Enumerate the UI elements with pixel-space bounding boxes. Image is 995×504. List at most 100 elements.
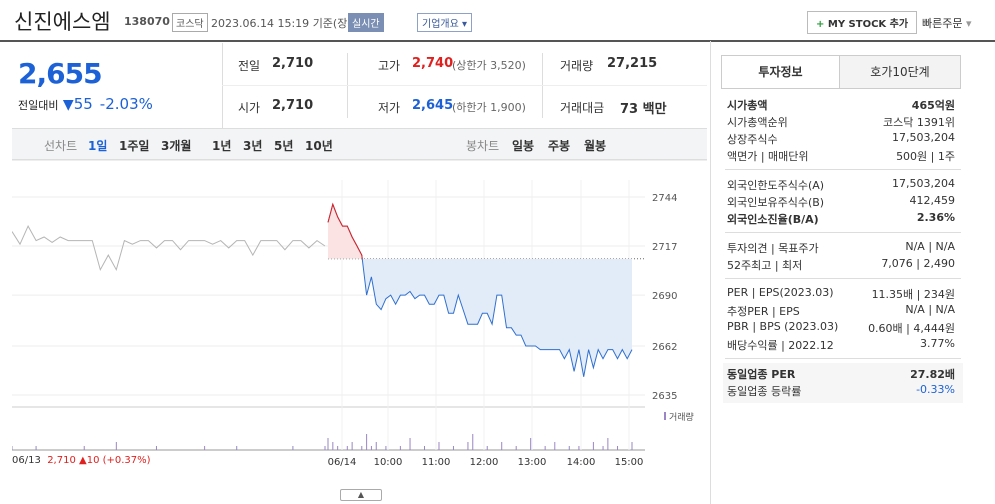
line-chart-label: 선차트: [44, 139, 78, 153]
change-pct: -2.03%: [99, 95, 153, 113]
chart: 06/14 10:00 11:00 12:00 13:00 14:00 15:00 2744 2…: [12, 160, 707, 468]
volume-bar: [370, 446, 372, 450]
volume-bar: [385, 446, 387, 450]
x-tick-label: 06/14: [328, 457, 357, 468]
datetime: 2023.06.14 15:19 기준(장중): [211, 15, 362, 31]
volume-bar: [351, 442, 353, 450]
period-tab[interactable]: 3개월: [161, 139, 192, 153]
overview-button[interactable]: 기업개요 ▾: [417, 13, 473, 32]
quick-label: 빠른주문: [922, 17, 963, 30]
info-row: PBR | BPS (2023.03) 0.60배 | 4,444원: [727, 320, 955, 337]
info-label: 외국인소진율(B/A): [727, 213, 819, 226]
info-row: 시가총액 465억원: [727, 97, 955, 114]
volume-bar: [236, 446, 238, 450]
volume-bar: [530, 438, 532, 450]
info-value: 0.60배 | 4,444원: [868, 322, 955, 335]
period-tab[interactable]: 1년: [212, 139, 232, 153]
stat-note: (상한가 3,520): [452, 59, 526, 72]
x-tick-label: 15:00: [615, 457, 644, 468]
stat-value: 2,710: [272, 98, 314, 113]
footer: 06/13 2,710 ▲10 (+0.37%): [12, 455, 151, 466]
info-label: 동일업종 PER: [727, 368, 796, 381]
info-value: 500원 | 1주: [896, 150, 955, 163]
volume-bar: [486, 446, 488, 450]
volume-bar: [83, 446, 85, 450]
stock-name: 신진에스엠: [14, 10, 111, 34]
line-group: [327, 202, 633, 377]
volume-bar: [467, 442, 469, 450]
info-value: 27.82배: [910, 368, 955, 381]
info-tab[interactable]: 호가10단계: [839, 55, 961, 89]
volume-bar: [337, 446, 339, 450]
change-value: 55: [73, 95, 93, 113]
info-label: 투자의견 | 목표주가: [727, 242, 819, 255]
section-divider: [725, 169, 961, 170]
stat-value: 2,740: [412, 56, 454, 71]
y-tick-label: 2635: [652, 391, 677, 402]
x-tick-label: 10:00: [374, 457, 403, 468]
stat-note: (하한가 1,900): [452, 101, 526, 114]
info-label: PER | EPS(2023.03): [727, 286, 834, 299]
volume-bar: [424, 446, 426, 450]
info-panel: 투자정보 호가10단계 시가총액 465억원 시가총액순위 코스닥 1391위 상장주식수 1…: [710, 41, 976, 504]
info-row: 추정PER | EPS N/A | N/A: [727, 303, 955, 320]
volume-bar: [472, 434, 474, 450]
volume-bar: [617, 446, 619, 450]
info-label: 52주최고 | 최저: [727, 259, 803, 272]
volume-bar: [361, 446, 363, 450]
volume-legend-swatch: [664, 412, 666, 420]
period-tab[interactable]: 10년: [305, 139, 333, 153]
x-tick-label: 14:00: [567, 457, 596, 468]
info-value: -0.33%: [916, 383, 955, 396]
change-label: 전일대비: [18, 99, 59, 112]
info-tab[interactable]: 투자정보: [721, 55, 840, 89]
mystock-button[interactable]: + MY STOCK 추가: [807, 11, 918, 34]
info-row: 상장주식수 17,503,204: [727, 131, 955, 148]
candle-chart-label: 봉차트: [466, 139, 500, 153]
volume-bar: [327, 438, 329, 450]
mystock-label: MY STOCK 추가: [827, 19, 909, 30]
info-label: 시가총액: [727, 99, 768, 112]
period-tab[interactable]: 1일: [88, 139, 108, 153]
volume-bar: [155, 446, 157, 450]
period-tab[interactable]: 1주일: [119, 139, 150, 153]
stat-label: 시가: [238, 101, 261, 115]
volume-bar: [515, 446, 517, 450]
info-value: 412,459: [909, 194, 956, 207]
volume-bar: [115, 442, 117, 450]
stats: 전일 2,710 고가 2,740 (상한가 3,520) 거래량 27,215 시가 2,71…: [222, 43, 707, 128]
price-box: 2,655 전일대비 ▼55 -2.03%: [12, 43, 223, 128]
info-row: 52주최고 | 최저 7,076 | 2,490: [727, 257, 955, 274]
info-row: 외국인보유주식수(B) 412,459: [727, 194, 955, 211]
scroll-button[interactable]: ▲: [340, 489, 382, 501]
period-tab[interactable]: 5년: [274, 139, 294, 153]
info-row: 배당수익률 | 2022.12 3.77%: [727, 337, 955, 354]
volume-bar: [12, 446, 13, 450]
header: 신진에스엠 138070 코스닥 2023.06.14 15:19 기준(장중)…: [0, 0, 995, 42]
info-label: 배당수익률 | 2022.12: [727, 339, 834, 352]
current-price: 2,655: [18, 57, 103, 90]
quick-order[interactable]: 빠른주문 ▾: [922, 17, 972, 30]
volume-bar: [204, 446, 206, 450]
footer-change: ▲10 (+0.37%): [79, 455, 151, 466]
candle-tab[interactable]: 월봉: [584, 139, 607, 153]
candle-tab[interactable]: 주봉: [548, 139, 571, 153]
stat-label: 거래량: [560, 59, 594, 73]
info-value: 코스닥 1391위: [883, 116, 955, 129]
volume-bar: [602, 446, 604, 450]
info-value: N/A | N/A: [905, 303, 955, 316]
info-row: 투자의견 | 목표주가 N/A | N/A: [727, 240, 955, 257]
info-label: 동일업종 등락률: [727, 385, 802, 398]
stat-label: 고가: [378, 59, 401, 73]
volume-bar: [452, 446, 454, 450]
period-tab[interactable]: 3년: [243, 139, 263, 153]
volume-bar: [35, 446, 37, 450]
info-row: 액면가 | 매매단위 500원 | 1주: [727, 148, 955, 165]
volume-bar: [375, 442, 377, 450]
candle-tab[interactable]: 일봉: [512, 139, 535, 153]
stat-divider: [222, 85, 707, 86]
y-tick-label: 2662: [652, 342, 677, 353]
price-line: [327, 202, 633, 377]
stat-value: 27,215: [607, 56, 658, 71]
